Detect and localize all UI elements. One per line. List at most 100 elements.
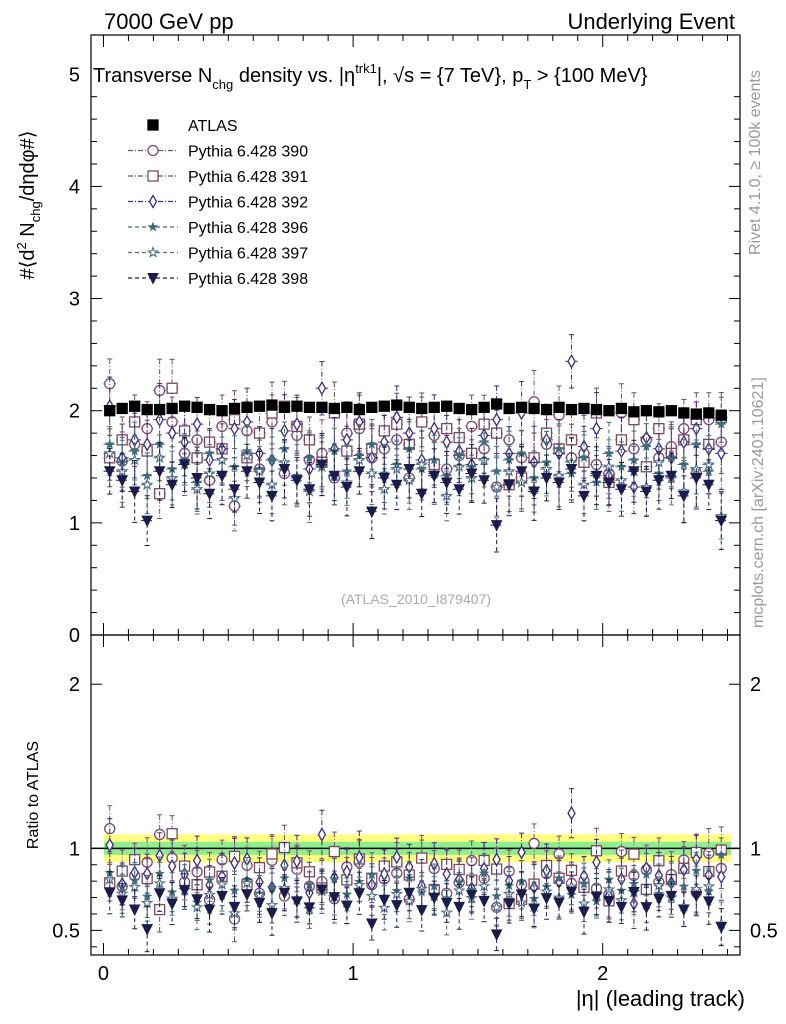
main-ylabel: #⟨d2 Nchg/dηdφ#⟩ (14, 130, 43, 279)
data-point (317, 380, 327, 396)
data-point (103, 466, 116, 478)
data-point (116, 402, 128, 415)
ratio-point (105, 837, 114, 853)
data-point (166, 479, 178, 492)
data-point (692, 421, 701, 436)
ratio-point (116, 895, 129, 907)
data-point (378, 400, 390, 412)
ratio-point (503, 898, 515, 911)
xtick-label: 2 (597, 963, 608, 985)
main-ytick-label: 3 (69, 289, 80, 311)
ratio-point (717, 869, 726, 885)
legend-entry: ATLAS (147, 118, 238, 135)
analysis-id: (ATLAS_2010_I879407) (341, 591, 491, 607)
data-point (553, 401, 565, 413)
ratio-point (578, 906, 590, 919)
data-point (366, 506, 378, 519)
series-pythia-6-428-398 (103, 433, 728, 553)
ratio-point (428, 892, 441, 905)
ratio-point (317, 827, 327, 842)
data-point (153, 403, 166, 416)
plot-title: Transverse Nchg density vs. |ηtrk1|, √s … (93, 61, 648, 92)
data-point (578, 490, 590, 503)
ratio-point (203, 904, 216, 917)
xlabel: |η| (leading track) (576, 986, 745, 1011)
data-point (178, 459, 191, 472)
data-point (278, 401, 291, 413)
ratio-ytick-label-right: 1 (750, 838, 761, 860)
ratio-point (628, 887, 640, 899)
ratio-point (592, 854, 601, 870)
ratio-axis-ticks: 0.5 0.5 1 1 2 2 0 1 2 (52, 635, 778, 985)
ratio-point (453, 901, 465, 914)
ratio-point (692, 851, 701, 867)
data-point (253, 400, 266, 412)
ratio-point (103, 887, 116, 900)
data-point (592, 421, 601, 436)
ratio-frame (90, 634, 741, 956)
data-point (565, 464, 578, 476)
ratio-point (141, 897, 153, 908)
ratio-point (353, 888, 366, 900)
data-point (503, 479, 515, 492)
ylabel-sup-a: 2 (14, 242, 29, 249)
data-point (128, 486, 141, 499)
ratio-point (553, 897, 565, 910)
data-point (578, 402, 590, 415)
data-point (241, 401, 253, 413)
ratio-point (216, 890, 228, 903)
data-point (678, 490, 690, 503)
data-point (178, 400, 191, 412)
data-point (640, 405, 653, 417)
data-point (366, 401, 378, 413)
data-point (478, 401, 490, 413)
ratio-point (528, 903, 540, 916)
ratio-point (678, 904, 690, 917)
ratio-point (328, 845, 341, 858)
ratio-point (390, 900, 403, 912)
data-point (316, 401, 328, 413)
ratio-point (192, 853, 202, 868)
ratio-point (392, 849, 402, 865)
data-point (391, 399, 403, 411)
data-point (441, 400, 453, 412)
ratio-ytick-label-right: 0.5 (750, 920, 778, 942)
ratio-point (679, 862, 689, 878)
ratio-ytick-label: 2 (69, 674, 80, 696)
title-part-c: |, √s = {7 TeV}, p (377, 65, 523, 87)
main-ytick-label: 2 (69, 401, 80, 423)
data-point (590, 403, 603, 416)
data-point (515, 466, 528, 478)
data-point (567, 354, 576, 369)
mcplots-label: mcplots.cern.ch [arXiv:2401.10621] (750, 377, 767, 628)
data-point (428, 401, 440, 413)
data-point (141, 515, 153, 528)
title-part-b: density vs. |η (233, 65, 355, 87)
ratio-point (378, 894, 391, 907)
ratio-point (166, 898, 178, 911)
title-part-a: Transverse N (93, 65, 212, 87)
ratio-point (517, 845, 526, 860)
ratio-point (565, 886, 578, 899)
data-point (403, 401, 415, 413)
data-point (640, 486, 653, 499)
data-point (167, 425, 177, 441)
legend-label: Pythia 6.428 396 (188, 220, 308, 237)
ratio-bands (91, 834, 740, 863)
data-point (328, 402, 341, 415)
data-point (440, 477, 453, 490)
legend-entry: Pythia 6.428 398 (128, 271, 308, 288)
ratio-point (278, 887, 291, 900)
xtick-label: 1 (348, 963, 359, 985)
data-point (341, 401, 353, 413)
data-point (353, 466, 366, 478)
ratio-point (640, 902, 653, 915)
ratio-point (653, 893, 665, 906)
ratio-point (540, 893, 553, 905)
ratio-point (155, 848, 164, 863)
series-atlas (104, 398, 727, 421)
ratio-point (253, 898, 266, 910)
ratio-point (615, 901, 628, 914)
data-point (203, 488, 216, 501)
legend-label: Pythia 6.428 391 (188, 169, 308, 186)
